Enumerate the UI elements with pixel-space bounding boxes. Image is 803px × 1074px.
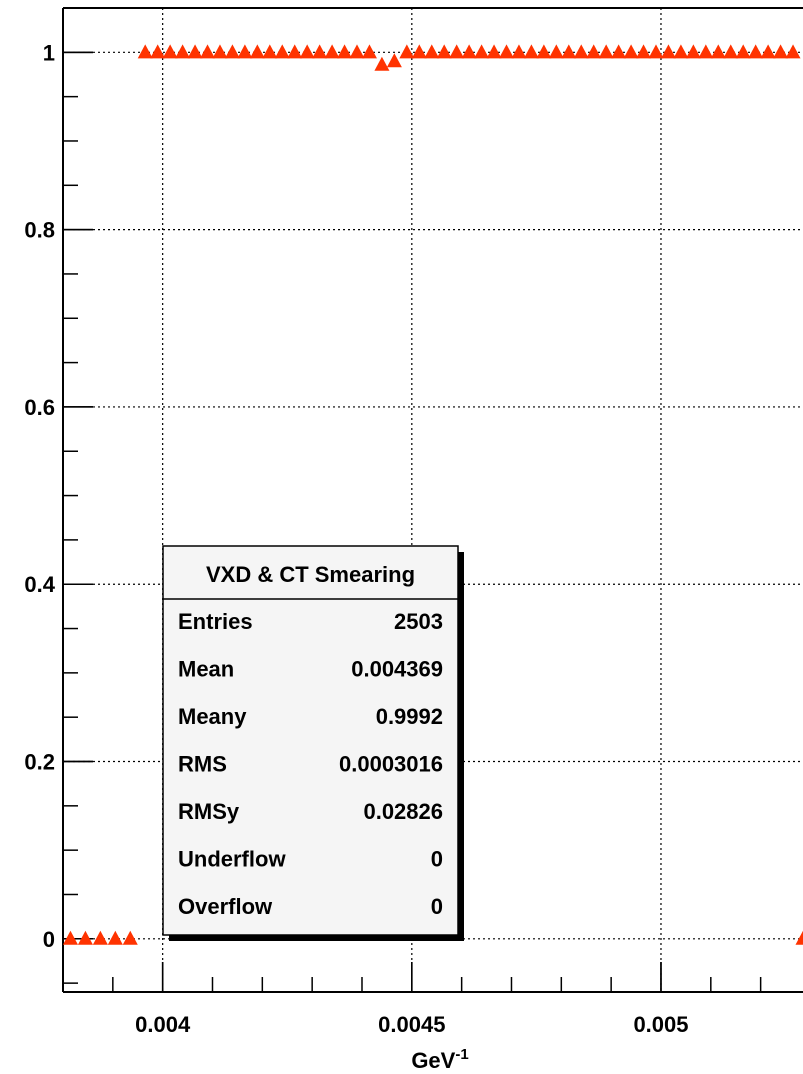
- marker: [386, 53, 402, 68]
- marker: [785, 44, 801, 59]
- marker: [200, 44, 216, 59]
- marker: [436, 44, 452, 59]
- marker: [299, 44, 315, 59]
- stats-value: 0.9992: [376, 704, 443, 729]
- marker: [92, 930, 108, 945]
- x-axis-label-base: GeV: [411, 1048, 455, 1073]
- marker: [586, 44, 602, 59]
- marker: [561, 44, 577, 59]
- marker: [673, 44, 689, 59]
- stats-label: RMSy: [178, 799, 240, 824]
- marker: [748, 44, 764, 59]
- stats-value: 0.0003016: [339, 752, 443, 777]
- marker: [598, 44, 614, 59]
- marker: [773, 44, 789, 59]
- x-tick-label: 0.004: [135, 1012, 191, 1037]
- stats-value: 0.02826: [363, 799, 443, 824]
- marker: [411, 44, 427, 59]
- marker: [449, 44, 465, 59]
- x-tick-label: 0.0045: [378, 1012, 445, 1037]
- stats-label: Overflow: [178, 894, 273, 919]
- marker: [312, 44, 328, 59]
- stats-value: 2503: [394, 609, 443, 634]
- stats-label: Underflow: [178, 847, 286, 872]
- marker: [249, 44, 265, 59]
- marker: [760, 44, 776, 59]
- y-tick-label: 0.2: [24, 750, 55, 775]
- marker: [262, 44, 278, 59]
- marker: [424, 44, 440, 59]
- marker: [723, 44, 739, 59]
- y-tick-label: 1: [43, 40, 55, 65]
- marker: [548, 44, 564, 59]
- x-axis-label-sup: -1: [455, 1046, 468, 1063]
- y-tick-label: 0.8: [24, 218, 55, 243]
- marker: [611, 44, 627, 59]
- marker: [735, 44, 751, 59]
- marker: [212, 44, 228, 59]
- marker: [499, 44, 515, 59]
- marker: [660, 44, 676, 59]
- stats-value: 0.004369: [351, 657, 443, 682]
- marker: [648, 44, 664, 59]
- marker: [461, 44, 477, 59]
- y-tick-label: 0.4: [24, 572, 55, 597]
- marker: [536, 44, 552, 59]
- marker: [162, 44, 178, 59]
- marker: [287, 44, 303, 59]
- stats-label: Meany: [178, 704, 247, 729]
- marker: [77, 930, 93, 945]
- x-tick-label: 0.005: [633, 1012, 688, 1037]
- marker: [349, 44, 365, 59]
- marker: [698, 44, 714, 59]
- stats-title: VXD & CT Smearing: [206, 562, 415, 587]
- stats-label: RMS: [178, 752, 227, 777]
- marker: [107, 930, 123, 945]
- marker: [137, 44, 153, 59]
- marker: [237, 44, 253, 59]
- y-tick-label: 0.6: [24, 395, 55, 420]
- marker: [122, 930, 138, 945]
- marker: [175, 44, 191, 59]
- stats-value: 0: [431, 847, 443, 872]
- marker: [710, 44, 726, 59]
- x-axis-label: GeV-1: [411, 1046, 468, 1073]
- marker: [523, 44, 539, 59]
- stats-box: [162, 545, 459, 936]
- stats-label: Mean: [178, 657, 234, 682]
- stats-label: Entries: [178, 609, 253, 634]
- marker: [374, 56, 390, 71]
- stats-value: 0: [431, 894, 443, 919]
- marker: [187, 44, 203, 59]
- marker: [399, 44, 415, 59]
- marker: [474, 44, 490, 59]
- marker: [337, 44, 353, 59]
- marker: [623, 44, 639, 59]
- marker: [636, 44, 652, 59]
- y-tick-label: 0: [43, 927, 55, 952]
- marker: [324, 44, 340, 59]
- marker: [224, 44, 240, 59]
- marker: [573, 44, 589, 59]
- marker: [685, 44, 701, 59]
- marker: [795, 930, 803, 945]
- marker: [150, 44, 166, 59]
- marker: [62, 930, 78, 945]
- marker: [274, 44, 290, 59]
- marker: [361, 44, 377, 59]
- marker: [511, 44, 527, 59]
- marker: [486, 44, 502, 59]
